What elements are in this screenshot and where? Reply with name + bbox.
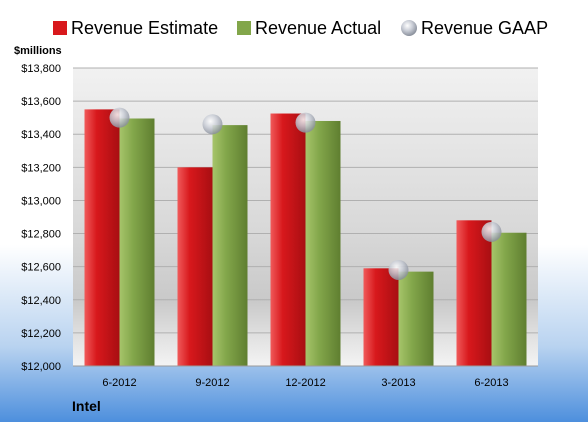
y-tick-label: $13,000	[21, 195, 61, 207]
x-axis-tick-labels: 6-2012 9-2012 12-2012 3-2013 6-2013	[102, 377, 508, 389]
bar-actual	[212, 125, 248, 366]
legend-swatch-actual	[237, 21, 251, 35]
x-tick-label: 12-2012	[285, 377, 325, 389]
bar-estimate	[363, 268, 399, 366]
y-tick-label: $13,400	[21, 129, 61, 141]
gaap-marker	[109, 107, 130, 128]
bars	[84, 109, 527, 367]
y-tick-label: $13,600	[21, 96, 61, 108]
gaap-marker	[295, 112, 316, 133]
legend-label-estimate: Revenue Estimate	[71, 18, 218, 38]
bar-estimate	[456, 220, 492, 366]
bar-estimate	[177, 167, 213, 366]
bar-actual	[491, 232, 527, 366]
y-tick-label: $12,200	[21, 328, 61, 340]
gaap-marker	[202, 114, 223, 135]
gaap-marker	[481, 221, 502, 242]
y-tick-label: $13,200	[21, 162, 61, 174]
y-tick-label: $12,600	[21, 262, 61, 274]
legend-label-gaap: Revenue GAAP	[421, 18, 548, 38]
y-axis-unit-label: $millions	[14, 45, 62, 57]
gaap-marker	[388, 259, 409, 280]
bar-actual	[119, 118, 155, 366]
x-tick-label: 6-2013	[474, 377, 508, 389]
y-tick-label: $12,800	[21, 229, 61, 241]
y-tick-label: $13,800	[21, 63, 61, 75]
legend-swatch-estimate	[53, 21, 67, 35]
y-axis-tick-labels: $12,000 $12,200 $12,400 $12,600 $12,800 $13,0…	[21, 63, 61, 373]
bar-estimate	[270, 113, 306, 367]
bar-estimate	[84, 109, 120, 366]
legend-item-actual: Revenue Actual	[237, 18, 381, 38]
legend-label-actual: Revenue Actual	[255, 18, 381, 38]
legend-swatch-gaap	[401, 20, 417, 36]
gaap-markers	[109, 107, 502, 280]
legend-item-gaap: Revenue GAAP	[401, 18, 548, 38]
bar-actual	[305, 120, 341, 366]
legend: Revenue Estimate Revenue Actual Revenue …	[53, 18, 548, 38]
y-tick-label: $12,400	[21, 295, 61, 307]
x-tick-label: 3-2013	[381, 377, 415, 389]
bar-actual	[398, 271, 434, 366]
legend-item-estimate: Revenue Estimate	[53, 18, 218, 38]
x-tick-label: 6-2012	[102, 377, 136, 389]
y-tick-label: $12,000	[21, 361, 61, 373]
x-tick-label: 9-2012	[195, 377, 229, 389]
company-name: Intel	[72, 398, 101, 414]
